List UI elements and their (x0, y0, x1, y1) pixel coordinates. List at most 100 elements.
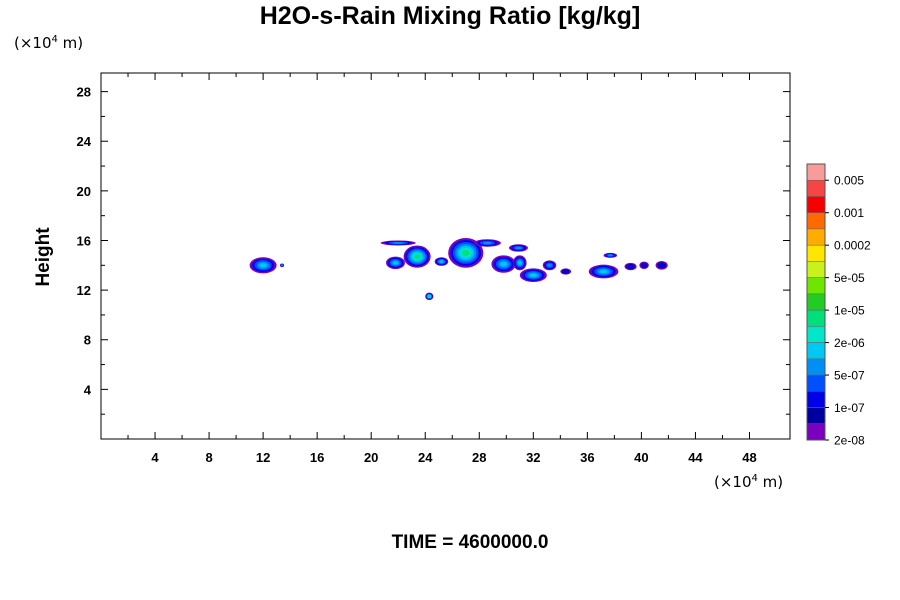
rain-cell (425, 292, 434, 301)
rain-cell-contour (500, 261, 507, 267)
x-tick-label: 12 (256, 450, 270, 465)
rain-cell (513, 255, 527, 271)
colorbar-swatch (806, 293, 826, 311)
colorbar-label: 5e-05 (834, 271, 865, 285)
y-tick-label: 16 (77, 233, 91, 248)
rain-cell-contour (392, 261, 399, 265)
y-unit-base: (×10 (14, 34, 52, 52)
y-unit-exponent: 4 (51, 34, 58, 45)
x-tick-label: 32 (526, 450, 540, 465)
colorbar-swatch (806, 163, 826, 181)
colorbar-swatch (806, 358, 826, 376)
rain-cell-contour (529, 273, 537, 278)
y-axis-title: Height (33, 227, 54, 287)
x-tick-label: 24 (418, 450, 433, 465)
colorbar-swatch (806, 423, 826, 441)
rain-cell (603, 252, 618, 258)
rain-cell (280, 263, 285, 268)
x-tick-label: 28 (472, 450, 486, 465)
y-tick-label: 8 (84, 333, 91, 348)
rain-cell-contour (547, 263, 552, 267)
y-unit-label: (×104 m) (14, 34, 83, 52)
colorbar-label: 0.005 (834, 174, 864, 188)
rain-cell-contour (482, 241, 492, 245)
colorbar-swatch (806, 228, 826, 246)
rain-cell-contour (259, 263, 267, 268)
y-tick-label: 12 (77, 283, 91, 298)
x-tick-label: 4 (151, 450, 159, 465)
rain-cell-contour (515, 246, 522, 250)
colorbar-label: 2e-08 (834, 434, 865, 448)
colorbar-label: 5e-07 (834, 369, 865, 383)
colorbar-label: 0.001 (834, 206, 864, 220)
colorbar-label: 2e-06 (834, 336, 865, 350)
rain-cell (655, 260, 668, 270)
time-label: TIME = 4600000.0 (391, 532, 549, 553)
colorbar-label: 1e-05 (834, 304, 865, 318)
plot-frame (100, 72, 791, 440)
x-tick-label: 44 (688, 450, 703, 465)
y-tick-label: 4 (84, 382, 92, 397)
rain-cell-contour (599, 269, 608, 274)
rain-cell (624, 262, 637, 271)
rain-cell (519, 268, 547, 283)
rain-cell (491, 255, 516, 273)
x-tick-label: 20 (364, 450, 378, 465)
y-tick-label: 24 (77, 134, 92, 149)
rain-cell-contour (563, 270, 569, 273)
x-unit-tail: m) (762, 473, 784, 491)
x-unit-exponent: 4 (751, 473, 758, 484)
colorbar-label: 1e-07 (834, 401, 865, 415)
rain-cell-contour (428, 295, 431, 298)
rain-cell-contour (659, 263, 665, 268)
data-region (249, 238, 668, 301)
colorbar-swatch (806, 309, 826, 327)
x-unit-label: (×104 m) (714, 473, 783, 491)
y-tick-label: 20 (77, 184, 91, 199)
x-tick-label: 40 (634, 450, 648, 465)
colorbar-swatch (806, 261, 826, 278)
colorbar-swatch (806, 326, 826, 343)
rain-cell (473, 239, 501, 247)
rain-cell (560, 268, 572, 275)
colorbar-swatch (806, 244, 826, 262)
rain-cell (249, 257, 277, 274)
colorbar: 0.005 0.001 0.0002 5e-05 1e-05 2e-06 5e-07 1e-0… (806, 163, 871, 448)
x-tick-label: 36 (580, 450, 594, 465)
rain-cell (386, 256, 405, 270)
x-tick-label: 16 (310, 450, 324, 465)
y-tick-label: 28 (77, 85, 91, 100)
rain-cell (639, 261, 649, 270)
rain-cell-contour (392, 241, 405, 244)
rain-cell (380, 240, 416, 246)
rain-cell-contour (627, 264, 634, 269)
colorbar-frame (806, 163, 826, 441)
rain-cell (403, 245, 431, 268)
colorbar-swatch (806, 179, 826, 197)
rain-cell (434, 257, 449, 266)
y-unit-tail: m) (62, 34, 84, 52)
colorbar-swatch (806, 212, 826, 230)
rain-cell (588, 264, 619, 279)
rain-cell (508, 244, 528, 252)
rain-cell-contour (608, 254, 613, 257)
rain-cell (542, 260, 557, 271)
x-tick-label: 48 (742, 450, 756, 465)
rain-cell-contour (439, 260, 444, 263)
rain-cell-contour (414, 254, 420, 259)
colorbar-label: 0.0002 (834, 239, 871, 253)
colorbar-swatch (806, 277, 826, 295)
rain-cell-contour (642, 263, 647, 267)
rain-cell-contour (462, 249, 470, 256)
colorbar-swatch (806, 391, 826, 408)
rain-cell (448, 238, 484, 268)
chart-title: H2O-s-Rain Mixing Ratio [kg/kg] (259, 2, 641, 30)
rain-cell-contour (517, 260, 522, 265)
colorbar-swatch (806, 407, 826, 425)
colorbar-swatch (806, 196, 826, 213)
colorbar-swatch (806, 342, 826, 360)
rain-cell-contour (281, 264, 284, 267)
x-tick-label: 8 (205, 450, 212, 465)
